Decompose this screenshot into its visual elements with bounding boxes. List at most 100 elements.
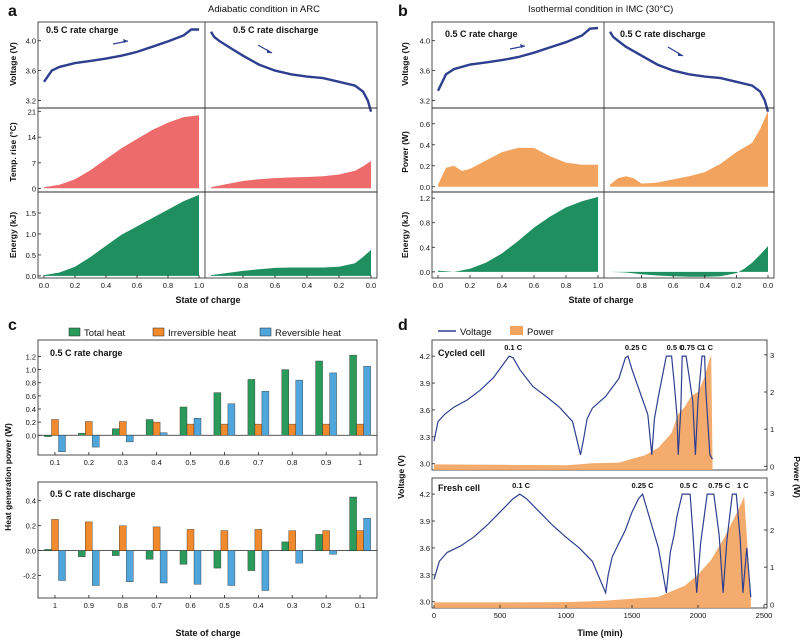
c-discharge-bar-total-heat-8 [315, 534, 323, 551]
b-power-ytick-1: 0.2 [420, 162, 430, 171]
c-charge-bar-irreversible-heat-8 [322, 423, 330, 436]
d-xtick-2: 1000 [558, 611, 575, 620]
b-voltage-ytick-2: 4.0 [420, 37, 430, 46]
c-discharge-xtick-6: 0.4 [253, 601, 263, 610]
a-voltage-ytick-0: 3.2 [26, 97, 36, 106]
c-discharge-bar-total-heat-2 [112, 550, 120, 556]
c-charge-xtick-7: 0.8 [287, 458, 297, 467]
a-xtick-charge-1: 0.2 [70, 281, 80, 290]
c-discharge-bar-total-heat-4 [179, 550, 188, 565]
a-energy-discharge-area [211, 249, 371, 276]
d-fresh-ptick-1: 1 [770, 563, 774, 572]
d-xtick-0: 0 [432, 611, 436, 620]
c-discharge-frame [37, 481, 378, 599]
a-ylabel-temp: Temp. rise (°C) [8, 122, 18, 182]
c-charge-xtick-6: 0.7 [253, 458, 263, 467]
b-discharge-arrowhead [678, 52, 683, 56]
d-cycled-rate-label-2: 0.5 C [667, 343, 686, 352]
c-charge-bar-total-heat-2 [112, 428, 120, 436]
a-temp_rise-discharge-area [211, 161, 371, 189]
b-energy-ytick-0: 0.0 [420, 268, 430, 277]
legend-voltage: Voltage [460, 327, 492, 338]
d-fresh-ptick-0: 0 [770, 600, 774, 609]
a-voltage-discharge-line [209, 31, 373, 113]
legend-reversible-heat: Reversible heat [275, 328, 341, 339]
b-ylabel-energy: Energy (kJ) [400, 212, 410, 258]
c-charge-bar-total-heat-1 [78, 433, 86, 436]
b-voltage-charge-line [436, 26, 599, 92]
d-xlabel: Time (min) [577, 628, 622, 638]
a-frame-energy [37, 191, 378, 279]
c-discharge-bar-total-heat-7 [281, 541, 289, 551]
c-charge-bar-irreversible-heat-1 [85, 421, 93, 436]
c-charge-ytick-2: 0.4 [26, 405, 36, 414]
a-energy-charge-area [44, 194, 199, 276]
legend-total-heat: Total heat [84, 328, 126, 339]
panel-b-title: Isothermal condition in IMC (30°C) [528, 4, 673, 15]
c-charge-bar-total-heat-3 [145, 419, 154, 436]
c-charge-bar-reversible-heat-7 [295, 379, 303, 436]
c-charge-bar-reversible-heat-0 [58, 435, 66, 452]
d-ylabel-right: Power (W) [792, 456, 800, 498]
c-charge-bar-reversible-heat-5 [227, 403, 236, 436]
d-cycled-rate-label-3: 0.75 C [680, 343, 703, 352]
d-fresh-vtick-4: 4.2 [420, 490, 430, 499]
d-cycled-vtick-3: 3.9 [420, 379, 430, 388]
c-discharge-bar-total-heat-9 [349, 496, 357, 551]
c-discharge-bar-irreversible-heat-6 [254, 529, 263, 551]
c-charge-ytick-4: 0.8 [26, 379, 36, 388]
c-charge-ytick-3: 0.6 [26, 392, 36, 401]
a-energy-ytick-2: 1.0 [26, 230, 36, 239]
c-discharge-xtick-0: 1 [53, 601, 57, 610]
d-xtick-5: 2500 [756, 611, 773, 620]
c-discharge-xtick-1: 0.9 [84, 601, 94, 610]
c-discharge-bar-reversible-heat-7 [295, 550, 303, 564]
a-voltage-charge-line [43, 28, 199, 83]
c-discharge-xtick-7: 0.3 [287, 601, 297, 610]
d-cycled-vtick-4: 4.2 [420, 352, 430, 361]
b-frame-energy [431, 191, 775, 279]
d-cycled-ptick-0: 0 [770, 462, 774, 471]
d-fresh-rate-label-3: 0.75 C [708, 481, 731, 490]
a-xtick-charge-3: 0.6 [132, 281, 142, 290]
c-charge-xtick-2: 0.3 [118, 458, 128, 467]
legend-swatch-total [68, 327, 81, 337]
c-charge-bar-total-heat-5 [213, 392, 222, 436]
c-discharge-bar-irreversible-heat-7 [288, 530, 296, 551]
c-charge-ytick-1: 0.2 [26, 418, 36, 427]
d-xtick-1: 500 [494, 611, 507, 620]
c-discharge-xtick-3: 0.7 [151, 601, 161, 610]
b-energy-ytick-1: 0.4 [420, 243, 430, 252]
b-energy-discharge-area [610, 246, 768, 277]
a-charge-label: 0.5 C rate charge [46, 25, 119, 35]
a-discharge-arrowhead [267, 49, 272, 53]
legend-power: Power [527, 327, 554, 338]
d-xtick-3: 1500 [624, 611, 641, 620]
d-cycled-rate-label-1: 0.25 C [625, 343, 648, 352]
b-voltage-ytick-0: 3.2 [420, 97, 430, 106]
c-charge-bar-irreversible-heat-6 [254, 423, 263, 436]
d-cycled-frame [431, 339, 768, 471]
b-voltage-ytick-1: 3.6 [420, 67, 430, 76]
a-xtick-charge-5: 1.0 [194, 281, 204, 290]
a-xtick-discharge-2: 0.4 [302, 281, 312, 290]
c-xlabel: State of charge [175, 628, 240, 638]
a-ylabel-voltage: Voltage (V) [8, 42, 18, 86]
c-discharge-bar-reversible-heat-2 [126, 550, 134, 582]
legend-swatch-power [510, 326, 523, 335]
a-voltage-ytick-1: 3.6 [26, 67, 36, 76]
b-energy-ytick-3: 1.2 [420, 194, 430, 203]
d-fresh-ptick-2: 2 [770, 526, 774, 535]
b-power-ytick-3: 0.6 [420, 120, 430, 129]
c-bottom-label: 0.5 C rate discharge [50, 489, 136, 499]
a-energy-ytick-3: 1.5 [26, 209, 36, 218]
c-discharge-bar-reversible-heat-8 [329, 550, 337, 555]
b-energy-charge-area [438, 196, 598, 272]
a-xtick-charge-0: 0.0 [39, 281, 49, 290]
d-cycled-voltage-line [433, 355, 714, 460]
c-discharge-bar-reversible-heat-5 [227, 550, 236, 586]
a-voltage-ytick-2: 4.0 [26, 37, 36, 46]
c-discharge-xtick-2: 0.8 [118, 601, 128, 610]
b-xtick-charge-5: 1.0 [593, 281, 603, 290]
